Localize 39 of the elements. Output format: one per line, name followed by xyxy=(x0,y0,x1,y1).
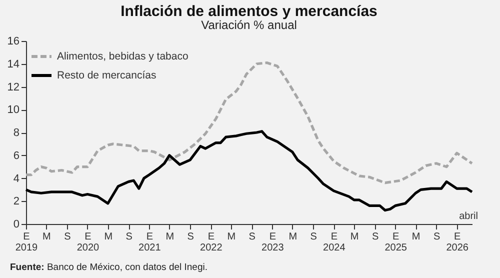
line-series xyxy=(24,61,474,184)
y-tick-label: 14 xyxy=(7,58,20,70)
x-tick-label: M xyxy=(350,232,359,242)
x-tick-label: E 2024 xyxy=(323,232,346,254)
x-tick-label: E 2026 xyxy=(446,232,469,254)
x-tick-label: M xyxy=(412,232,420,242)
legend-label: Resto de mercancías xyxy=(57,70,156,82)
x-tick-label: M xyxy=(166,232,174,242)
x-tick-label: S xyxy=(187,232,194,242)
x-tick-label: M xyxy=(42,232,51,242)
annotation: abril xyxy=(459,211,478,222)
x-tick-label: M xyxy=(288,232,298,242)
x-tick-label: E 2020 xyxy=(76,232,100,254)
x-tick-label: S xyxy=(310,232,318,242)
x-tick-label: M xyxy=(104,232,113,242)
y-tick-label: 8 xyxy=(13,127,20,139)
y-tick-label: 4 xyxy=(13,172,20,185)
x-tick-label: S xyxy=(64,232,72,242)
legend-label: Alimentos, bebidas y tabaco xyxy=(57,50,188,62)
x-tick-label: E 2022 xyxy=(200,232,223,254)
x-tick-label: S xyxy=(372,232,379,242)
x-tick-label: E 2023 xyxy=(262,232,284,254)
y-tick-label: 16 xyxy=(7,36,20,48)
x-tick-label: E 2021 xyxy=(138,232,162,254)
x-tick-label: E 2019 xyxy=(15,232,38,254)
x-tick-label: E 2025 xyxy=(384,232,408,254)
x-tick-label: S xyxy=(248,232,256,242)
line-series xyxy=(24,130,474,212)
chart-subtitle: Variación % anual xyxy=(201,18,297,32)
chart-title: Inflación de alimentos y mercancías xyxy=(120,3,378,20)
x-tick-label: M xyxy=(227,232,236,242)
y-tick-label: 12 xyxy=(7,81,20,94)
y-tick-label: 2 xyxy=(13,196,20,208)
source-note: Fuente: Banco de México, con datos del Inegi. xyxy=(10,262,208,273)
y-tick-label: 6 xyxy=(13,150,20,162)
y-tick-label: 10 xyxy=(7,104,20,116)
x-tick-label: S xyxy=(126,232,133,242)
y-tick-label: 0 xyxy=(13,218,20,230)
x-tick-label: S xyxy=(433,232,440,242)
